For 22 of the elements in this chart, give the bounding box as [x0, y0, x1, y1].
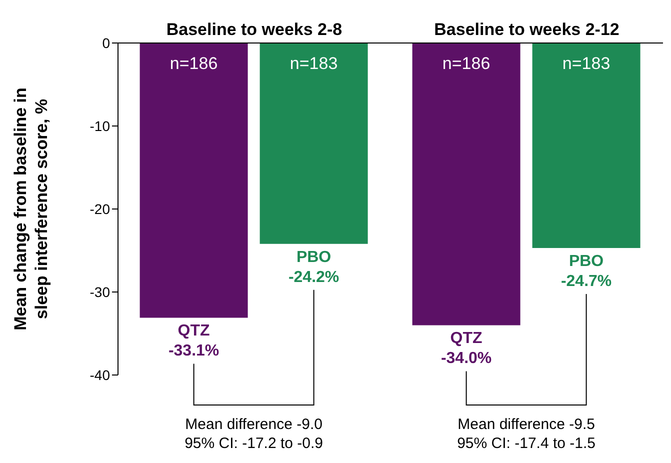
y-tick-label: -10: [90, 118, 110, 134]
data-label: -33.1%: [168, 342, 220, 360]
text: Mean difference -9.5 95% CI: -17.4 to -1.5: [457, 416, 596, 452]
series-label: QTZ: [178, 322, 210, 340]
data-label: -24.2%: [288, 268, 340, 286]
data-label: -24.7%: [560, 273, 612, 290]
x-tick-label: Baseline to weeks 2-12: [434, 20, 620, 39]
y-tick-label: -20: [90, 200, 110, 217]
text: QTZ: [450, 330, 482, 348]
text: PBO: [568, 253, 604, 270]
x-tick-label: Baseline to weeks 2-8: [166, 20, 342, 39]
y-axis-title: Mean change from baseline in sleep interference score, %: [11, 88, 51, 330]
annotation: n=183: [290, 54, 338, 73]
series-label: PBO: [296, 248, 332, 266]
y-tick-label: 0: [102, 34, 110, 51]
annotation: n=186: [442, 54, 490, 73]
annotation: n=183: [562, 54, 610, 73]
text: Mean difference -9.0 95% CI: -17.2 to -0.9: [184, 416, 324, 452]
data-label: -34.0%: [440, 350, 492, 368]
y-tick-label: -40: [90, 366, 110, 383]
annotation: n=186: [170, 54, 218, 73]
y-tick-label: -30: [90, 284, 110, 300]
